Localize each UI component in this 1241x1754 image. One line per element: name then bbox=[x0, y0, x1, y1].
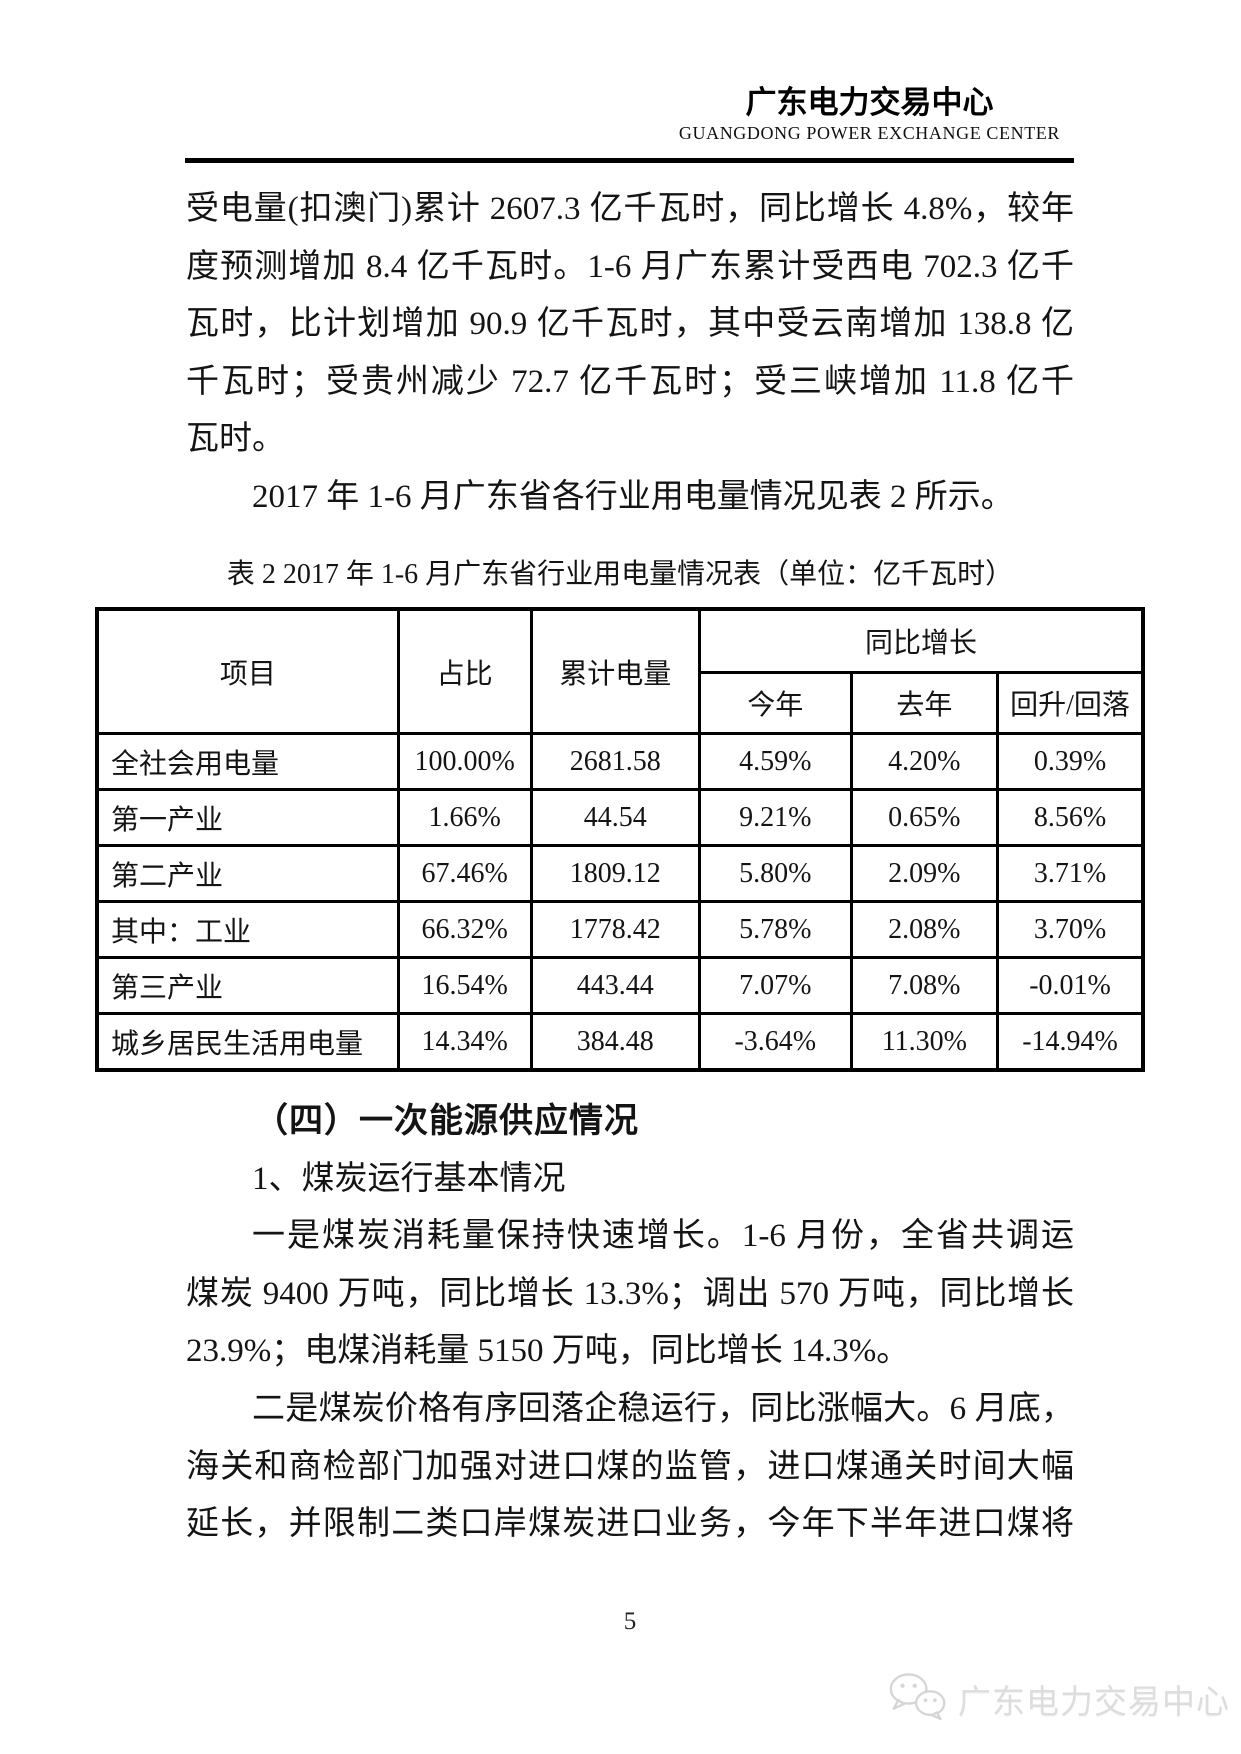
col-header-yoy-group: 同比增长 bbox=[697, 607, 1145, 674]
value-cell: 5.80% bbox=[697, 844, 853, 903]
watermark: 广东电力交易中心 bbox=[888, 1672, 1230, 1726]
table-row: 第三产业 16.54% 443.44 7.07% 7.08% -0.01% bbox=[95, 956, 1145, 1015]
page-header: 广东电力交易中心 GUANGDONG POWER EXCHANGE CENTER bbox=[679, 86, 1060, 144]
text-line: 瓦时，比计划增加 90.9 亿千瓦时，其中受云南增加 138.8 亿 bbox=[186, 306, 1074, 343]
value-cell: 4.20% bbox=[849, 732, 1000, 791]
table-caption: 表 2 2017 年 1-6 月广东省行业用电量情况表（单位：亿千瓦时） bbox=[226, 559, 1014, 590]
page-number: 5 bbox=[623, 1608, 637, 1635]
body-text-top: 受电量(扣澳门)累计 2607.3 亿千瓦时，同比增长 4.8%，较年 度预测增加… bbox=[186, 181, 1074, 527]
col-header-this-year: 今年 bbox=[697, 671, 853, 735]
wechat-icon bbox=[888, 1672, 948, 1726]
value-cell: 100.00% bbox=[396, 732, 533, 791]
col-header-cumulative: 累计电量 bbox=[529, 607, 701, 735]
value-cell: 2.08% bbox=[849, 900, 1000, 959]
watermark-text: 广东电力交易中心 bbox=[958, 1683, 1230, 1720]
text-line: 1、煤炭运行基本情况 bbox=[252, 1160, 566, 1197]
text-line: 千瓦时；受贵州减少 72.7 亿千瓦时；受三峡增加 11.8 亿千 bbox=[186, 363, 1074, 400]
text-line: 煤炭 9400 万吨，同比增长 13.3%；调出 570 万吨，同比增长 bbox=[186, 1275, 1074, 1312]
value-cell: 5.78% bbox=[697, 900, 853, 959]
table-row: 第一产业 1.66% 44.54 9.21% 0.65% 8.56% bbox=[95, 788, 1145, 847]
value-cell: 8.56% bbox=[996, 788, 1145, 847]
value-cell: 11.30% bbox=[849, 1012, 1000, 1072]
value-cell: 1809.12 bbox=[529, 844, 701, 903]
value-cell: 1778.42 bbox=[529, 900, 701, 959]
row-label-cell: 第二产业 bbox=[95, 844, 400, 903]
value-cell: 384.48 bbox=[529, 1012, 701, 1072]
value-cell: 14.34% bbox=[396, 1012, 533, 1072]
text-line: 23.9%；电煤消耗量 5150 万吨，同比增长 14.3%。 bbox=[186, 1333, 910, 1370]
table-wrapper: 项目 占比 累计电量 同比增长 今年 去年 回升/回落 全社会用电量 100.00… bbox=[95, 607, 1145, 1072]
value-cell: 2.09% bbox=[849, 844, 1000, 903]
header-rule bbox=[185, 158, 1074, 163]
value-cell: 67.46% bbox=[396, 844, 533, 903]
value-cell: 1.66% bbox=[396, 788, 533, 847]
col-header-rise-fall: 回升/回落 bbox=[996, 671, 1145, 735]
text-line: 二是煤炭价格有序回落企稳运行，同比涨幅大。6 月底， bbox=[252, 1390, 1074, 1427]
row-label-cell: 城乡居民生活用电量 bbox=[95, 1012, 400, 1072]
value-cell: 9.21% bbox=[697, 788, 853, 847]
table-row: 城乡居民生活用电量 14.34% 384.48 -3.64% 11.30% -14.94% bbox=[95, 1012, 1145, 1072]
body-text-bottom: （四）一次能源供应情况 1、煤炭运行基本情况一是煤炭消耗量保持快速增长。1-6 月… bbox=[186, 1093, 1074, 1554]
row-label-cell: 其中：工业 bbox=[95, 900, 400, 959]
col-header-last-year: 去年 bbox=[849, 671, 1000, 735]
industry-electricity-table: 项目 占比 累计电量 同比增长 今年 去年 回升/回落 全社会用电量 100.00… bbox=[95, 607, 1145, 1072]
section-heading: （四）一次能源供应情况 bbox=[254, 1103, 639, 1140]
text-line: 2017 年 1-6 月广东省各行业用电量情况见表 2 所示。 bbox=[252, 478, 1014, 515]
value-cell: 443.44 bbox=[529, 956, 701, 1015]
value-cell: 7.08% bbox=[849, 956, 1000, 1015]
value-cell: -0.01% bbox=[996, 956, 1145, 1015]
text-line: 瓦时。 bbox=[186, 421, 285, 458]
value-cell: -3.64% bbox=[697, 1012, 853, 1072]
col-header-project: 项目 bbox=[95, 607, 400, 735]
col-header-share: 占比 bbox=[396, 607, 533, 735]
value-cell: 3.71% bbox=[996, 844, 1145, 903]
table-row: 全社会用电量 100.00% 2681.58 4.59% 4.20% 0.39% bbox=[95, 732, 1145, 791]
value-cell: 4.59% bbox=[697, 732, 853, 791]
text-line: 一是煤炭消耗量保持快速增长。1-6 月份，全省共调运 bbox=[252, 1218, 1074, 1255]
org-logo-subtitle: GUANGDONG POWER EXCHANGE CENTER bbox=[678, 123, 1060, 143]
table-row: 其中：工业 66.32% 1778.42 5.78% 2.08% 3.70% bbox=[95, 900, 1145, 959]
row-label-cell: 第三产业 bbox=[95, 956, 400, 1015]
org-logo-title: 广东电力交易中心 bbox=[745, 85, 994, 120]
value-cell: 0.39% bbox=[996, 732, 1145, 791]
text-line: 海关和商检部门加强对进口煤的监管，进口煤通关时间大幅 bbox=[186, 1448, 1074, 1485]
value-cell: 0.65% bbox=[849, 788, 1000, 847]
value-cell: 66.32% bbox=[396, 900, 533, 959]
value-cell: 2681.58 bbox=[529, 732, 701, 791]
table-row: 第二产业 67.46% 1809.12 5.80% 2.09% 3.71% bbox=[95, 844, 1145, 903]
text-line: 受电量(扣澳门)累计 2607.3 亿千瓦时，同比增长 4.8%，较年 bbox=[186, 191, 1074, 227]
value-cell: 3.70% bbox=[996, 900, 1145, 959]
value-cell: -14.94% bbox=[996, 1012, 1145, 1072]
text-line: 度预测增加 8.4 亿千瓦时。1-6 月广东累计受西电 702.3 亿千 bbox=[186, 248, 1074, 285]
row-label-cell: 第一产业 bbox=[95, 788, 400, 847]
value-cell: 44.54 bbox=[529, 788, 701, 847]
value-cell: 7.07% bbox=[697, 956, 853, 1015]
text-line: 延长，并限制二类口岸煤炭进口业务，今年下半年进口煤将 bbox=[186, 1506, 1074, 1543]
row-label-cell: 全社会用电量 bbox=[95, 732, 400, 791]
value-cell: 16.54% bbox=[396, 956, 533, 1015]
